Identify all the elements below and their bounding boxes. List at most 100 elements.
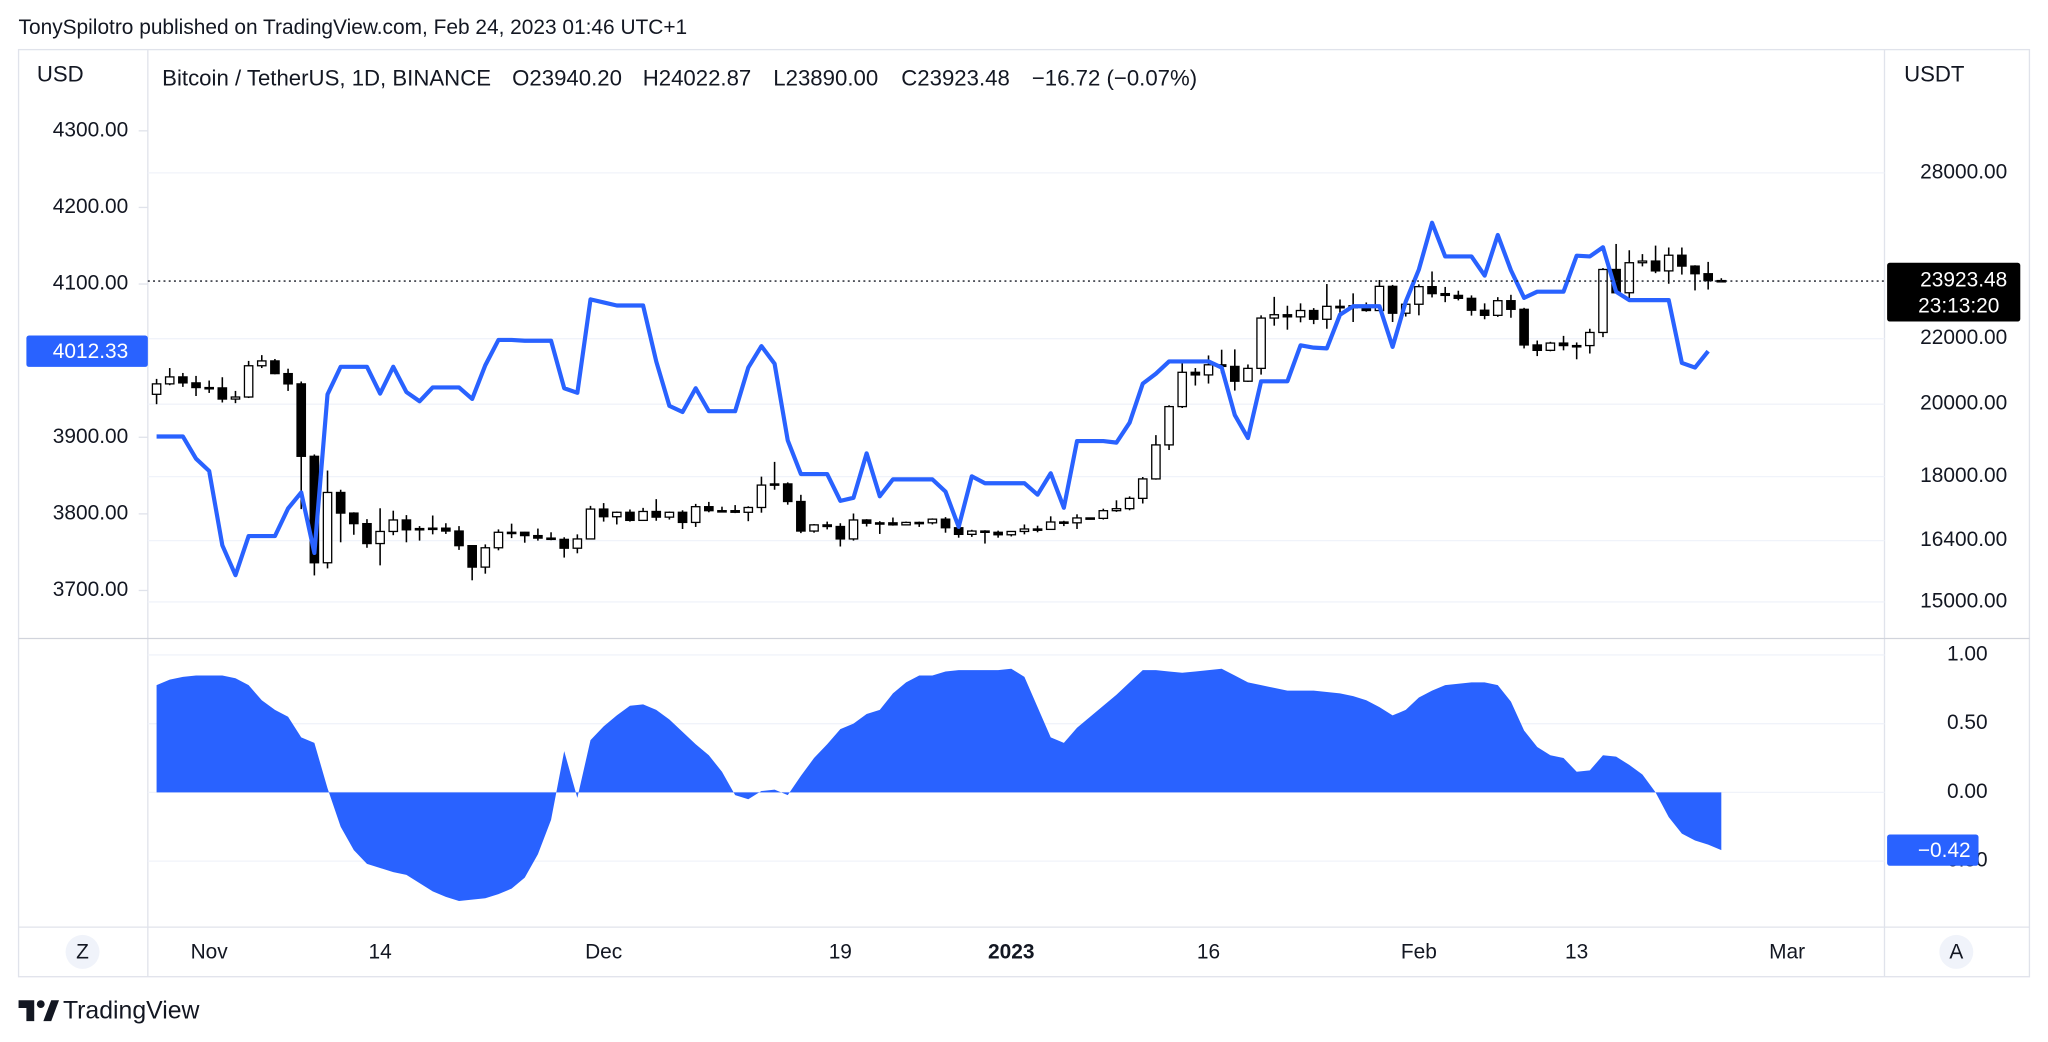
grid	[147, 172, 1885, 862]
candle-body	[270, 360, 280, 375]
chart-header: Bitcoin / TetherUS, 1D, BINANCE O23940.2…	[162, 66, 1197, 91]
indicator-area	[156, 668, 1722, 901]
candle-body	[717, 510, 727, 513]
candle-body	[1663, 254, 1674, 272]
candle-body	[1545, 342, 1556, 351]
candle-body	[1269, 314, 1280, 319]
y-unit: USD	[37, 62, 84, 87]
candle-body	[638, 510, 648, 522]
candle-body	[427, 527, 438, 531]
candle-body	[467, 545, 477, 568]
candle-body	[1453, 294, 1464, 299]
candle-body	[1045, 521, 1056, 531]
candle-body	[598, 508, 609, 518]
candle-body	[1124, 497, 1135, 510]
candle-body	[1072, 517, 1082, 524]
y2-tick-label: 18000.00	[1920, 464, 2007, 487]
candle-body	[1085, 517, 1095, 520]
zoom-button[interactable]: Z	[65, 934, 100, 969]
x-tick-label: 13	[1565, 941, 1588, 964]
candle-body	[559, 538, 570, 549]
x-tick-label: 19	[829, 941, 852, 964]
candle-body	[782, 483, 793, 503]
candle-body	[690, 506, 701, 524]
candle-body	[1137, 478, 1148, 500]
x-tick-label: 14	[368, 941, 391, 964]
candle-body	[966, 530, 977, 536]
y-tick-label: 4200.00	[53, 195, 128, 218]
candle-body	[230, 396, 241, 400]
zoom-button-bg[interactable]	[65, 934, 100, 969]
candle-body	[901, 521, 911, 526]
candle-body	[1571, 344, 1582, 348]
auto-button-label[interactable]: A	[1949, 941, 1963, 964]
candle-body	[1466, 297, 1477, 311]
candle-body	[874, 522, 885, 525]
y2-tick-label: 20000.00	[1920, 392, 2007, 415]
candle-body	[1203, 364, 1214, 376]
open-value: O23940.20	[512, 66, 622, 91]
auto-button-bg[interactable]	[1939, 934, 1974, 969]
labels: Nov 14 Dec 19 2023 16 Feb 13 Mar 15000.00 16400.00…	[26, 118, 2021, 964]
candle-body	[651, 510, 662, 518]
x-tick-label: Nov	[191, 941, 229, 964]
indicator-value-box	[1887, 834, 1979, 866]
candle-body	[1006, 530, 1017, 536]
candle-body	[704, 506, 714, 512]
candle-body	[322, 491, 333, 564]
attribution: TonySpilotro published on TradingView.co…	[19, 16, 688, 39]
candle-body	[335, 491, 346, 514]
candle-body	[164, 376, 175, 385]
high-value: H24022.87	[643, 66, 752, 91]
candle-body	[1532, 344, 1543, 351]
x-tick-label: Mar	[1769, 941, 1805, 964]
candle-body	[980, 530, 990, 533]
candle-body	[191, 382, 201, 389]
candle-body	[927, 518, 938, 524]
candle-body	[519, 531, 530, 537]
y2-tick-label: 22000.00	[1920, 326, 2007, 349]
candle-body	[572, 538, 583, 549]
zoom-button-label[interactable]: Z	[76, 941, 89, 964]
candle-body	[1243, 367, 1253, 382]
candle-body	[1256, 317, 1266, 370]
candle-body	[822, 524, 833, 528]
auto-button[interactable]: A	[1939, 934, 1974, 969]
candle-body	[1387, 285, 1398, 314]
candle-body	[1519, 308, 1529, 346]
plot	[147, 220, 1885, 901]
candle-body	[362, 522, 372, 545]
candle-body	[1440, 292, 1451, 297]
indicator-tick-label: 0.50	[1947, 711, 1988, 734]
candle-body	[940, 518, 951, 529]
candle-body	[178, 376, 188, 384]
candle-body	[993, 531, 1003, 536]
y-tick-label: 4100.00	[53, 272, 128, 295]
candle-body	[796, 500, 806, 532]
frame	[17, 48, 2031, 978]
candle-body	[283, 372, 293, 385]
candle-body	[151, 383, 162, 395]
candle-body	[401, 519, 412, 531]
chart-border	[17, 48, 2031, 978]
indicator-tick-label: 0.00	[1947, 780, 1988, 803]
last-price-box	[1887, 262, 2021, 322]
candle-body	[914, 521, 925, 525]
candle-body	[848, 519, 859, 540]
change-value: −16.72 (−0.07%)	[1032, 66, 1197, 91]
y-tick-label: 4300.00	[53, 118, 128, 141]
candle-body	[1282, 314, 1293, 318]
y2-tick-label: 28000.00	[1920, 160, 2007, 183]
candle-body	[454, 530, 464, 547]
candle-body	[388, 519, 399, 533]
candle-body	[1492, 300, 1503, 316]
candle-body	[204, 386, 215, 390]
candle-body	[1111, 508, 1122, 512]
candle-body	[1414, 285, 1424, 305]
candle-body	[480, 547, 491, 568]
candle-body	[1151, 444, 1161, 480]
chart-title: Bitcoin / TetherUS, 1D, BINANCE	[162, 66, 491, 91]
countdown-label: 23:13:20	[1918, 295, 1999, 318]
